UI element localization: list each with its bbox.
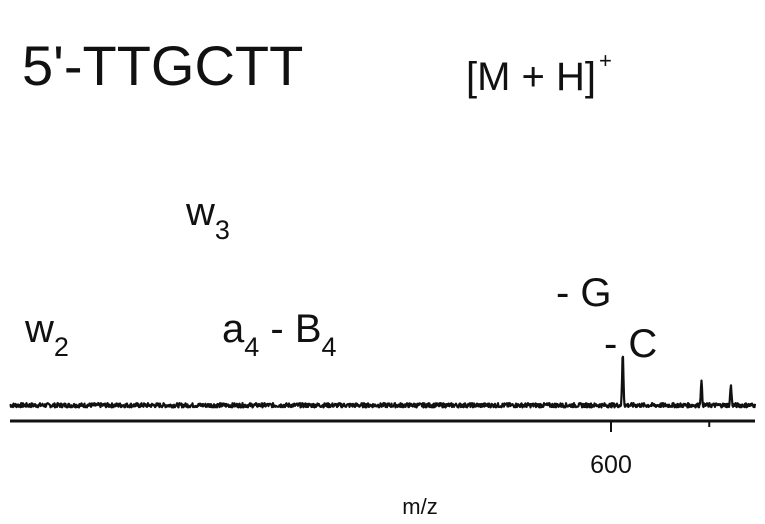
annotation-text: w [24, 307, 54, 351]
annotation-text: - B [259, 307, 321, 351]
annotation-minus-g: - G [556, 271, 612, 315]
x-axis-ticks: 60080010001200140016001800 [590, 421, 711, 479]
annotation-text: - G [556, 271, 612, 315]
annotation-text: - C [604, 322, 657, 366]
annotation-a4b4: a4 - B4 [222, 307, 337, 362]
annotation-superscript: + [599, 48, 612, 73]
annotation-subscript: 2 [54, 332, 69, 362]
annotation-text: [M + H] [466, 55, 596, 99]
annotation-subscript: 4 [322, 332, 337, 362]
spectrum-trace [9, 355, 757, 409]
annotation-w2: w2 [24, 307, 69, 362]
x-tick-label: 600 [590, 451, 632, 479]
annotation-text: a [222, 307, 245, 351]
x-axis-label: m/z [402, 494, 437, 519]
x-axis: 60080010001200140016001800 [10, 419, 755, 479]
annotation-subscript: 3 [215, 215, 230, 245]
chart-title: 5'-TTGCTT [22, 34, 303, 97]
annotation-text: w [185, 190, 215, 234]
annotation-subscript: 4 [244, 332, 259, 362]
annotation-w3: w3 [185, 190, 230, 245]
annotation-mh: [M + H] + [466, 48, 612, 99]
annotation-minus-c: - C [604, 322, 657, 366]
